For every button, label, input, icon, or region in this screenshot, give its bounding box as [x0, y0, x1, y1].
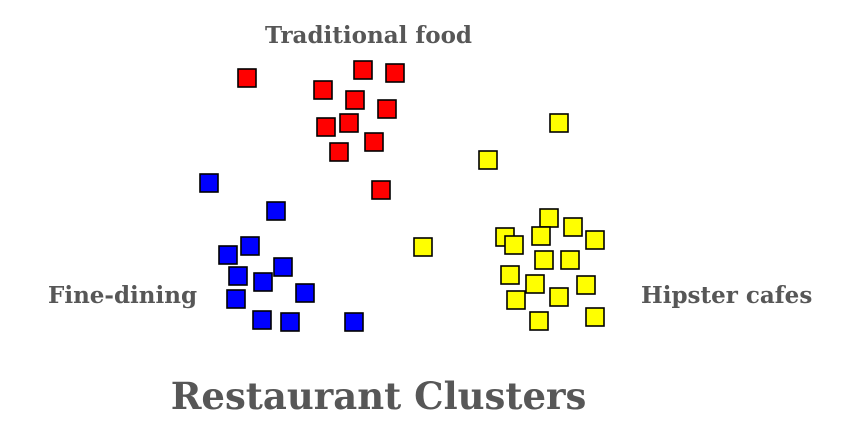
marker-hipster-10: [534, 250, 554, 270]
cluster-label-fine-dining: Fine-dining: [48, 282, 198, 309]
marker-fine-1: [199, 173, 219, 193]
marker-traditional-10: [329, 142, 349, 162]
marker-hipster-9: [585, 230, 605, 250]
marker-traditional-1: [237, 68, 257, 88]
marker-traditional-7: [316, 117, 336, 137]
marker-traditional-3: [385, 63, 405, 83]
marker-traditional-5: [345, 90, 365, 110]
marker-hipster-12: [500, 265, 520, 285]
marker-hipster-17: [585, 307, 605, 327]
marker-hipster-1: [549, 113, 569, 133]
marker-hipster-7: [531, 226, 551, 246]
marker-hipster-2: [478, 150, 498, 170]
marker-hipster-8: [504, 235, 524, 255]
marker-traditional-2: [353, 60, 373, 80]
marker-fine-3: [240, 236, 260, 256]
diagram-title: Restaurant Clusters: [170, 374, 587, 418]
marker-traditional-4: [313, 80, 333, 100]
marker-fine-8: [295, 283, 315, 303]
marker-fine-9: [226, 289, 246, 309]
marker-hipster-14: [576, 275, 596, 295]
marker-hipster-16: [506, 290, 526, 310]
marker-fine-7: [253, 272, 273, 292]
marker-traditional-11: [371, 180, 391, 200]
marker-fine-5: [273, 257, 293, 277]
marker-fine-10: [252, 310, 272, 330]
marker-fine-6: [228, 266, 248, 286]
marker-traditional-6: [377, 99, 397, 119]
marker-fine-4: [218, 245, 238, 265]
marker-traditional-8: [339, 113, 359, 133]
cluster-label-traditional-food: Traditional food: [265, 22, 473, 49]
marker-hipster-15: [549, 287, 569, 307]
marker-hipster-5: [563, 217, 583, 237]
cluster-label-hipster-cafes: Hipster cafes: [641, 282, 813, 309]
marker-hipster-3: [413, 237, 433, 257]
marker-fine-12: [344, 312, 364, 332]
marker-fine-11: [280, 312, 300, 332]
marker-traditional-9: [364, 132, 384, 152]
marker-hipster-13: [525, 274, 545, 294]
marker-hipster-4: [539, 208, 559, 228]
marker-fine-2: [266, 201, 286, 221]
marker-hipster-18: [529, 311, 549, 331]
marker-hipster-11: [560, 250, 580, 270]
